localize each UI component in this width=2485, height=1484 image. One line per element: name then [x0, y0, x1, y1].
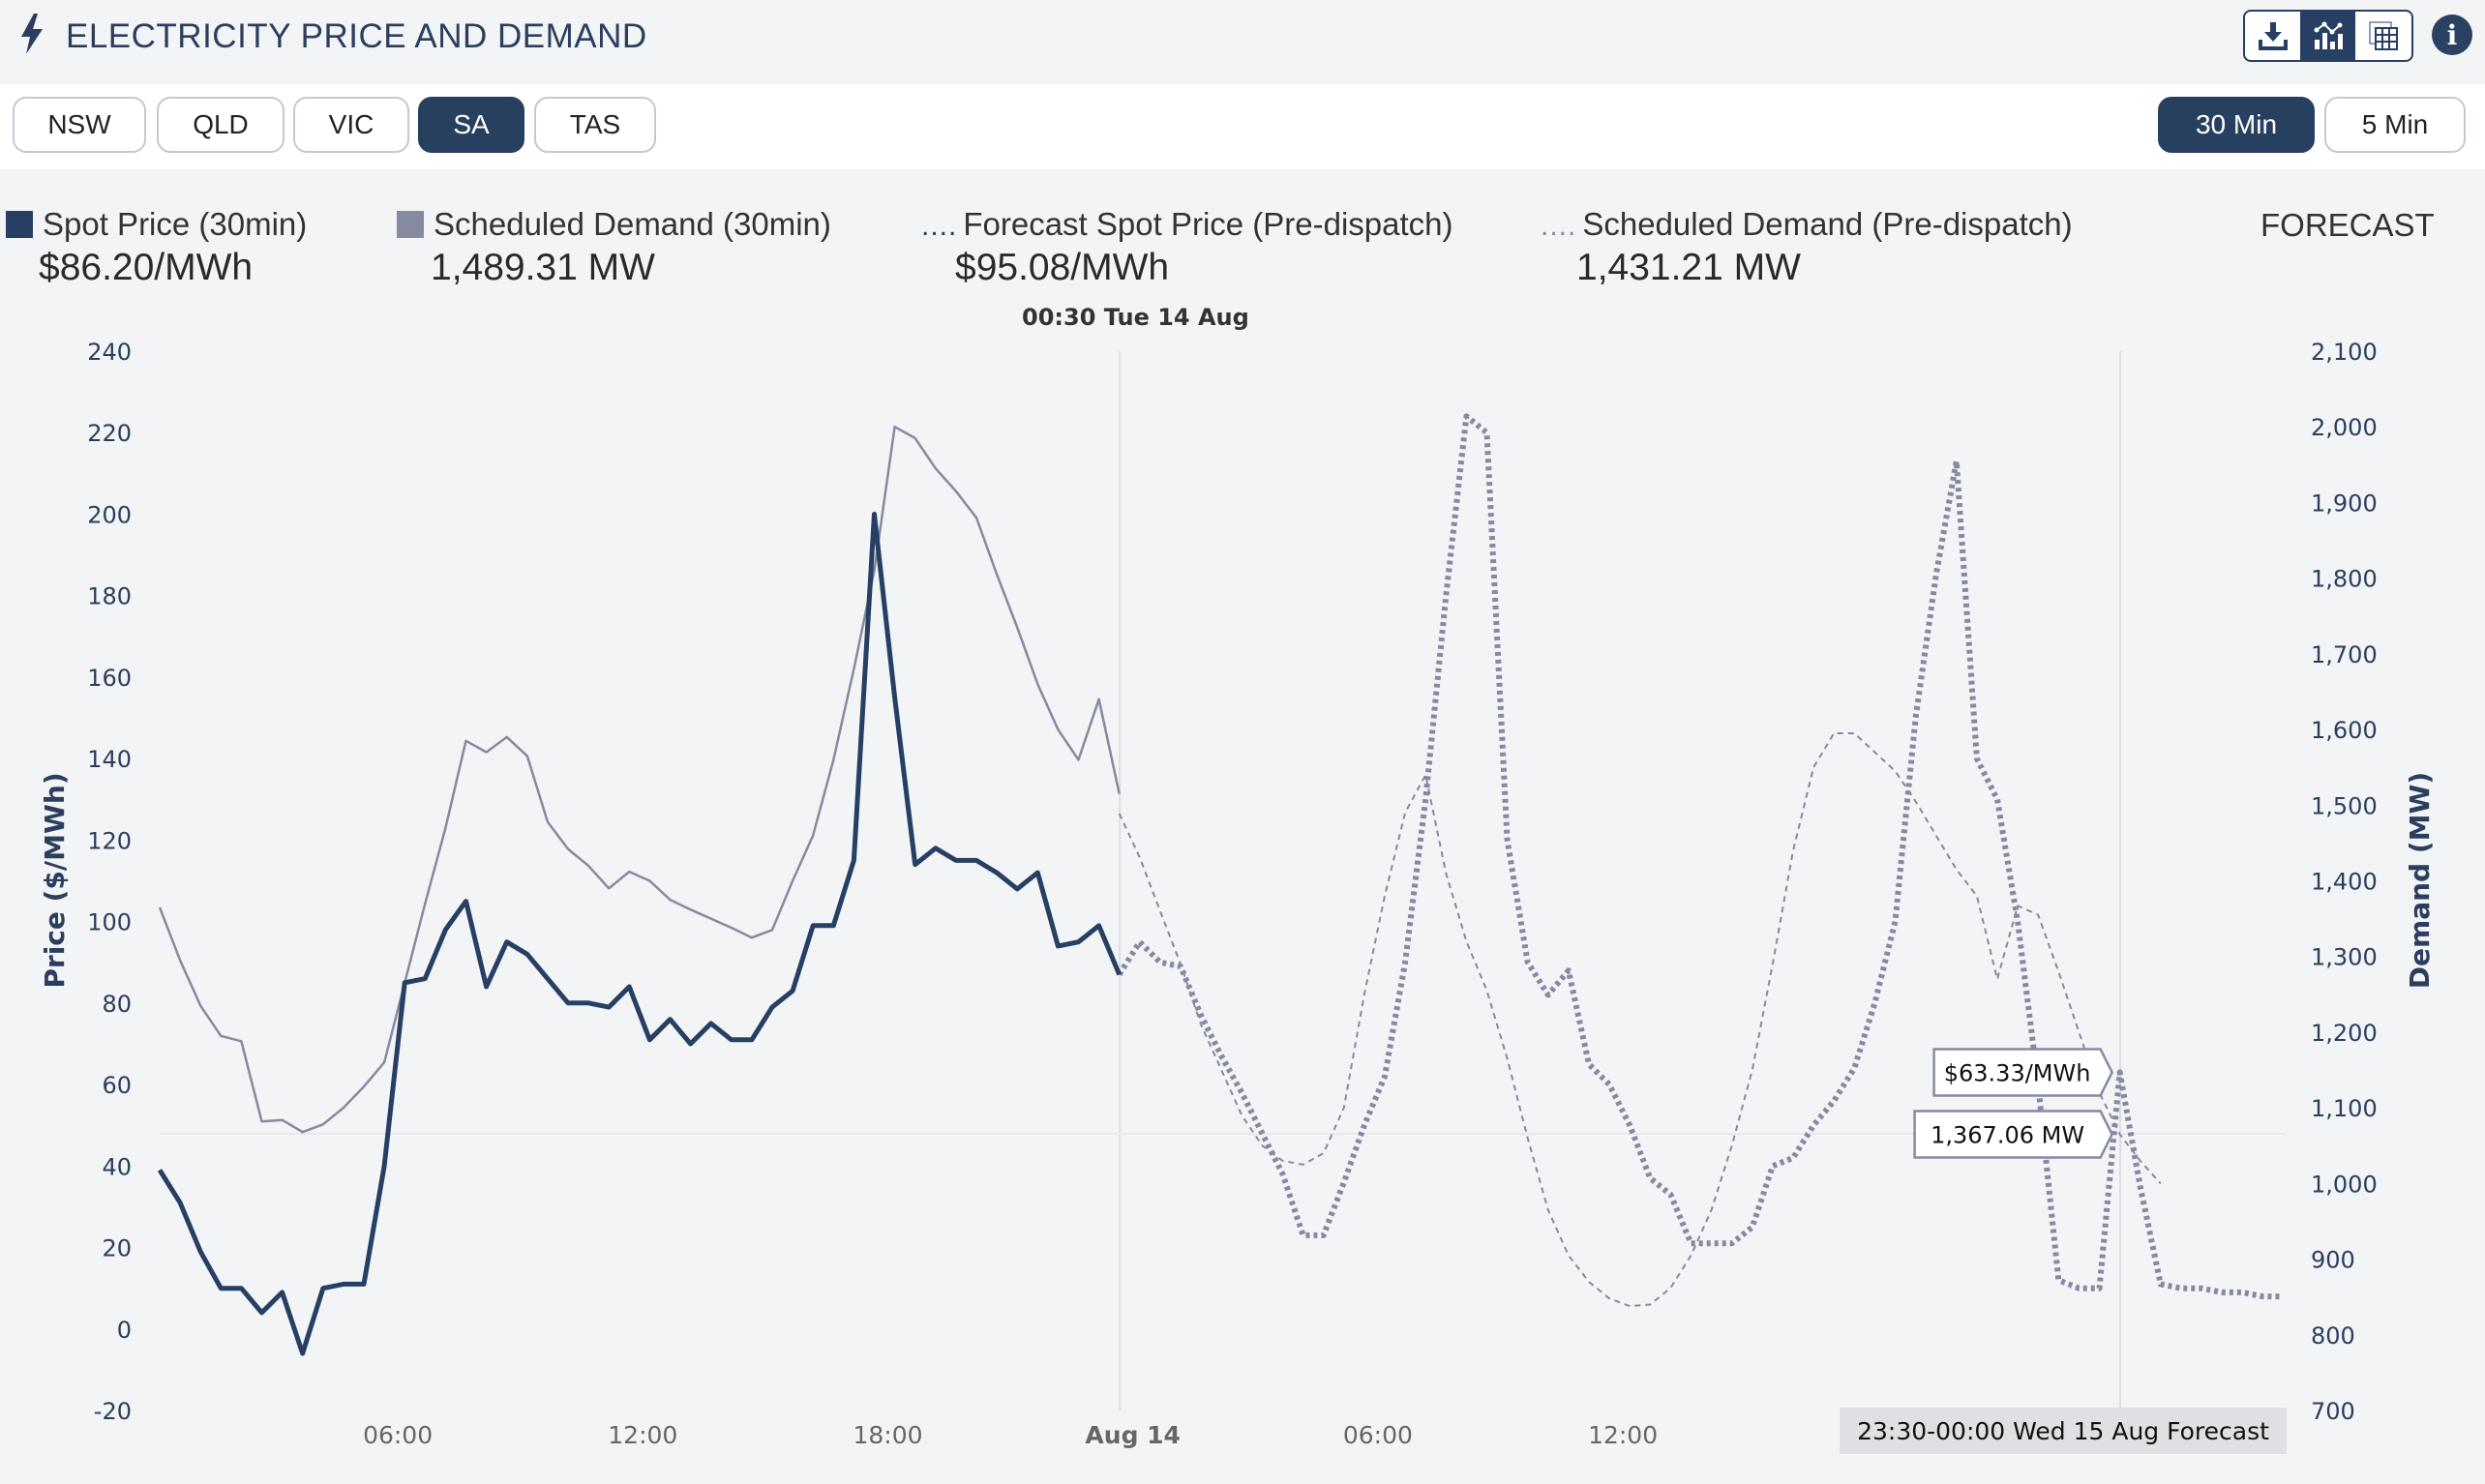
page-title: ELECTRICITY PRICE AND DEMAND	[66, 17, 647, 55]
interval-label: 30 Min	[2195, 109, 2278, 139]
x-tick-label: 06:00	[363, 1421, 433, 1449]
spot-price-line	[157, 512, 1123, 1356]
legend-spot-price[interactable]: Spot Price (30min)	[6, 206, 307, 243]
download-button[interactable]	[2245, 12, 2300, 60]
y2-tick-label: 1,400	[2311, 869, 2378, 896]
y-tick-label: 40	[102, 1153, 132, 1180]
y2-tick-label: 1,100	[2311, 1095, 2378, 1122]
y2-tick-label: 1,000	[2311, 1171, 2378, 1198]
legend-label: Spot Price (30min)	[43, 206, 308, 242]
y-tick-label: -20	[94, 1398, 132, 1425]
region-tab-qld[interactable]: QLD	[157, 97, 284, 153]
legend-label: Scheduled Demand (Pre-dispatch)	[1582, 206, 2073, 242]
price-tooltip-box	[1932, 1048, 2113, 1097]
interval-label: 5 Min	[2361, 109, 2429, 139]
download-icon	[2258, 22, 2288, 50]
interval-30min-button[interactable]: 30 Min	[2158, 97, 2315, 153]
y2-axis-title: Demand (MW)	[2404, 772, 2436, 989]
y-tick-label: 220	[87, 420, 132, 447]
forecast-demand-line	[1118, 732, 2162, 1308]
y2-tick-label: 700	[2311, 1398, 2355, 1425]
forecast-label: FORECAST	[2260, 207, 2435, 243]
view-toggle-group	[2243, 10, 2413, 62]
y-tick-label: 100	[87, 909, 132, 936]
y-tick-label: 120	[87, 827, 132, 854]
y2-tick-label: 1,700	[2311, 641, 2378, 668]
x-tick-label: 12:00	[608, 1421, 677, 1449]
region-tab-tas[interactable]: TAS	[534, 97, 656, 153]
legend-dotted-swatch: ....	[1541, 210, 1577, 242]
chart-icon	[2314, 21, 2343, 49]
scheduled-demand-line	[158, 425, 1121, 1134]
y2-tick-label: 900	[2311, 1247, 2355, 1274]
y-tick-label: 240	[87, 339, 132, 366]
legend-dotted-swatch: ....	[921, 210, 958, 242]
table-view-button[interactable]	[2355, 12, 2410, 60]
region-tab-nsw[interactable]: NSW	[13, 97, 146, 153]
region-tab-label: SA	[453, 109, 490, 139]
legend-scheduled-demand[interactable]: Scheduled Demand (30min)	[397, 206, 831, 243]
region-tab-sa[interactable]: SA	[418, 97, 524, 153]
y2-tick-label: 2,000	[2311, 414, 2378, 441]
x-tick-label: 06:00	[1343, 1421, 1413, 1449]
legend-forecast-spot-price[interactable]: .... Forecast Spot Price (Pre-dispatch)	[921, 206, 1453, 243]
table-icon	[2368, 21, 2398, 50]
x-tick-label: Aug 14	[1085, 1421, 1181, 1449]
y2-tick-label: 2,100	[2311, 339, 2378, 366]
legend-forecast-demand[interactable]: .... Scheduled Demand (Pre-dispatch)	[1541, 206, 2073, 243]
y-tick-label: 180	[87, 583, 132, 610]
y-tick-label: 140	[87, 746, 132, 773]
y-tick-label: 60	[102, 1072, 132, 1099]
header-bar: ELECTRICITY PRICE AND DEMAND	[0, 0, 2485, 84]
region-tab-label: QLD	[193, 109, 249, 139]
price-tooltip: $63.33/MWh	[1944, 1059, 2091, 1086]
region-tab-row: NSW QLD VIC SA TAS 30 Min 5 Min	[0, 84, 2485, 169]
region-tab-label: VIC	[328, 109, 374, 139]
legend-swatch	[397, 211, 424, 238]
region-tab-vic[interactable]: VIC	[293, 97, 409, 153]
x-tick-label: 12:00	[1588, 1421, 1658, 1449]
info-button[interactable]: i	[2432, 15, 2472, 55]
y-tick-label: 200	[87, 501, 132, 528]
region-tab-label: NSW	[47, 109, 111, 139]
legend-forecast-spot-price-value: $95.08/MWh	[955, 247, 1170, 288]
y2-tick-label: 800	[2311, 1322, 2355, 1350]
demand-tooltip-box	[1913, 1110, 2113, 1159]
legend-forecast-demand-value: 1,431.21 MW	[1576, 247, 1801, 288]
y-tick-label: 20	[102, 1235, 132, 1262]
info-icon: i	[2446, 18, 2458, 51]
lightning-bolt-icon	[21, 14, 43, 54]
chart-view-button[interactable]	[2300, 12, 2355, 60]
interval-5min-button[interactable]: 5 Min	[2324, 97, 2466, 153]
demand-tooltip: 1,367.06 MW	[1931, 1122, 2084, 1149]
y2-tick-label: 1,300	[2311, 944, 2378, 971]
y-axis-title: Price ($/MWh)	[39, 772, 71, 988]
crosshair-time-label: 00:30 Tue 14 Aug	[1022, 304, 1249, 331]
y-tick-label: 160	[87, 665, 132, 692]
y2-tick-label: 1,800	[2311, 566, 2378, 593]
x-tick-label: 18:00	[853, 1421, 922, 1449]
y2-tick-label: 1,500	[2311, 792, 2378, 819]
region-tab-label: TAS	[569, 109, 621, 139]
legend-scheduled-demand-value: 1,489.31 MW	[431, 247, 655, 288]
legend-label: Scheduled Demand (30min)	[434, 206, 831, 242]
legend-label: Forecast Spot Price (Pre-dispatch)	[963, 206, 1453, 242]
y2-tick-label: 1,200	[2311, 1020, 2378, 1047]
legend-swatch	[6, 211, 33, 238]
y-tick-label: 0	[117, 1317, 132, 1344]
y2-tick-label: 1,600	[2311, 717, 2378, 744]
forecast-interval-label: 23:30-00:00 Wed 15 Aug Forecast	[1840, 1408, 2287, 1454]
y2-tick-label: 1,900	[2311, 490, 2378, 517]
legend-spot-price-value: $86.20/MWh	[39, 247, 254, 288]
forecast-price-line	[1117, 413, 2284, 1300]
y-tick-label: 80	[102, 991, 132, 1018]
